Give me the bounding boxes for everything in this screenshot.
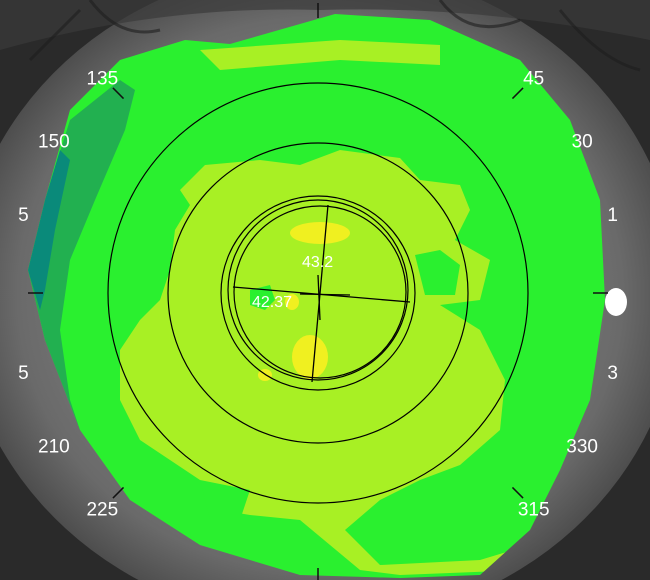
ring-pupil-a	[227, 199, 409, 381]
zone-green-patch-left	[250, 285, 275, 310]
degree-label: 135	[86, 68, 118, 89]
degree-label: 315	[518, 500, 550, 521]
ring-middle	[167, 142, 469, 444]
zone-green-patch-right	[415, 250, 460, 295]
crosshair-vertical	[317, 274, 321, 321]
degree-label: 5	[18, 205, 29, 226]
degree-tick	[112, 87, 125, 100]
axis-steep	[311, 204, 329, 383]
measurement-rings	[107, 82, 529, 504]
zone-green-patch-lower	[200, 480, 250, 520]
degree-tick	[112, 486, 125, 499]
degree-label: 45	[523, 68, 544, 89]
degree-label: 150	[38, 132, 70, 153]
zone-teal-left	[28, 150, 70, 310]
flat-k-value: 42.37	[252, 294, 292, 311]
degree-labels: 135 45 150 30 5 1 5 3 210 330 225 315	[18, 68, 618, 520]
zone-yellow-left	[285, 294, 299, 310]
eyelid-shadow-top	[0, 0, 650, 50]
degree-label: 210	[38, 437, 70, 458]
degree-label: 30	[572, 132, 593, 153]
degree-tick	[511, 87, 524, 100]
degree-tick	[511, 486, 524, 499]
ring-pupil-b	[233, 205, 407, 379]
degree-label: 1	[607, 205, 618, 226]
degree-ticks	[28, 3, 608, 580]
degree-label: 330	[566, 437, 598, 458]
degree-label: 225	[86, 500, 118, 521]
zone-yellow-green-top	[200, 40, 440, 70]
zone-yellow-lower	[292, 335, 328, 379]
degree-label: 5	[18, 363, 29, 384]
steep-k-value: 43.2	[302, 254, 333, 271]
crosshair-horizontal	[299, 293, 351, 296]
ring-inner	[220, 195, 416, 391]
crosshair	[232, 204, 411, 383]
ring-outer	[107, 82, 529, 504]
degree-label: 3	[607, 363, 618, 384]
light-reflection	[605, 288, 627, 316]
eyelash-lines	[28, 0, 641, 72]
zone-yellow-upper	[290, 222, 350, 244]
